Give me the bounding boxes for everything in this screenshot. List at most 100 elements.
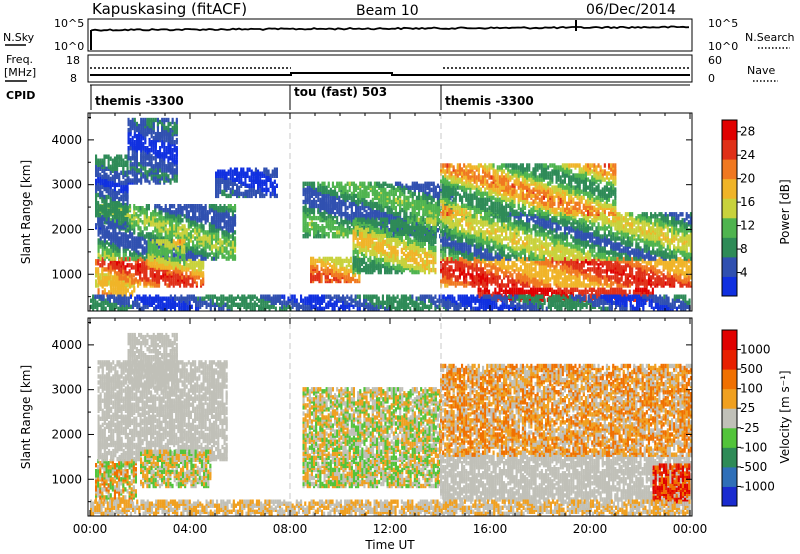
heatmap-cell	[101, 225, 103, 229]
heatmap-cell	[211, 250, 213, 254]
heatmap-cell	[106, 209, 108, 213]
heatmap-cell	[234, 178, 236, 182]
heatmap-cell	[391, 200, 393, 204]
heatmap-cell	[321, 182, 323, 186]
heatmap-cell	[169, 257, 171, 261]
heatmap-cell	[337, 257, 339, 261]
heatmap-cell	[148, 216, 150, 220]
heatmap-cell	[95, 279, 97, 283]
heatmap-cell	[303, 182, 305, 186]
heatmap-cell	[124, 191, 126, 195]
heatmap-cell	[130, 138, 132, 142]
heatmap-cell	[317, 208, 319, 212]
heatmap-cell	[217, 224, 219, 228]
heatmap-cell	[155, 180, 157, 184]
heatmap-cell	[125, 232, 127, 236]
heatmap-cell	[405, 260, 407, 264]
heatmap-cell	[391, 184, 393, 188]
heatmap-cell	[127, 288, 129, 292]
heatmap-cell	[319, 192, 321, 196]
heatmap-cell	[435, 186, 437, 190]
heatmap-cell	[265, 182, 267, 186]
heatmap-cell	[232, 174, 234, 178]
heatmap-cell	[156, 245, 158, 249]
heatmap-cell	[112, 195, 114, 199]
heatmap-cell	[217, 178, 219, 182]
heatmap-cell	[134, 154, 136, 158]
heatmap-cell	[167, 234, 169, 238]
heatmap-cell	[172, 156, 174, 160]
heatmap-cell	[179, 249, 181, 253]
heatmap-cell	[156, 212, 158, 216]
heatmap-cell	[307, 228, 309, 232]
heatmap-cell	[422, 262, 424, 266]
heatmap-cell	[122, 207, 124, 211]
heatmap-cell	[422, 188, 424, 192]
heatmap-cell	[177, 263, 179, 267]
heatmap-cell	[200, 236, 202, 240]
heatmap-cell	[165, 146, 167, 150]
heatmap-cell	[328, 218, 330, 222]
heatmap-cell	[99, 205, 101, 209]
heatmap-cell	[355, 256, 357, 260]
heatmap-cell	[110, 232, 112, 236]
heatmap-cell	[407, 236, 409, 240]
heatmap-cell	[313, 230, 315, 234]
heatmap-cell	[416, 270, 418, 274]
heatmap-cell	[159, 168, 161, 172]
heatmap-cell	[348, 273, 350, 277]
heatmap-cell	[211, 228, 213, 232]
heatmap-cell	[100, 236, 102, 240]
heatmap-cell	[106, 217, 108, 221]
heatmap-cell	[200, 263, 202, 267]
heatmap-cell	[219, 190, 221, 194]
heatmap-cell	[139, 263, 141, 267]
heatmap-cell	[407, 226, 409, 230]
heatmap-cell	[165, 138, 167, 142]
heatmap-cell	[261, 180, 263, 184]
heatmap-cell	[420, 258, 422, 262]
heatmap-cell	[325, 257, 327, 261]
heatmap-cell	[99, 263, 101, 267]
heatmap-cell	[333, 263, 335, 267]
heatmap-cell	[430, 268, 432, 272]
heatmap-cell	[391, 204, 393, 208]
heatmap-cell	[382, 228, 384, 232]
heatmap-cell	[209, 228, 211, 232]
heatmap-cell	[213, 244, 215, 248]
heatmap-cell	[369, 262, 371, 266]
heatmap-cell	[335, 277, 337, 281]
heatmap-cell	[171, 279, 173, 283]
heatmap-cell	[165, 150, 167, 154]
heatmap-cell	[433, 188, 435, 192]
heatmap-cell	[367, 218, 369, 222]
heatmap-cell	[183, 265, 185, 269]
heatmap-cell	[319, 226, 321, 230]
heatmap-cell	[326, 200, 328, 204]
heatmap-cell	[112, 205, 114, 209]
heatmap-cell	[127, 234, 129, 238]
heatmap-cell	[363, 266, 365, 270]
heatmap-cell	[408, 186, 410, 190]
heatmap-cell	[392, 250, 394, 254]
heatmap-cell	[403, 228, 405, 232]
heatmap-cell	[177, 281, 179, 285]
heatmap-cell	[411, 244, 413, 248]
heatmap-cell	[153, 164, 155, 168]
heatmap-cell	[408, 200, 410, 204]
heatmap-cell	[386, 268, 388, 272]
heatmap-cell	[226, 248, 228, 252]
heatmap-cell	[129, 250, 131, 254]
nsky-panel: N.Sky 10^5 10^0 10^5 10^0 N.Search	[3, 17, 795, 53]
heatmap-cell	[374, 246, 376, 250]
heatmap-cell	[236, 184, 238, 188]
heatmap-cell	[128, 122, 130, 126]
heatmap-cell	[437, 196, 439, 200]
heatmap-cell	[335, 271, 337, 275]
heatmap-cell	[338, 230, 340, 234]
heatmap-cell	[356, 279, 358, 283]
heatmap-cell	[382, 196, 384, 200]
heatmap-cell	[142, 220, 144, 224]
heatmap-cell	[97, 207, 99, 211]
heatmap-cell	[196, 246, 198, 250]
